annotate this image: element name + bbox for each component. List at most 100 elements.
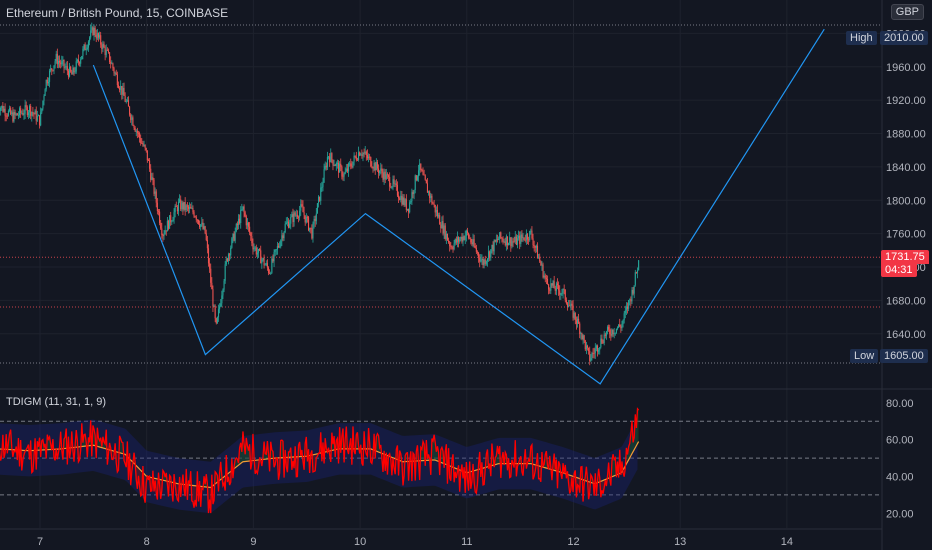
candle-body	[533, 245, 535, 246]
candle-body	[590, 358, 592, 361]
candle-body	[336, 162, 338, 164]
price-axis-tick-label: 1760.00	[886, 229, 926, 241]
candle-body	[166, 220, 168, 232]
candle-body	[615, 328, 617, 333]
candle-body	[502, 238, 504, 242]
candle-body	[170, 215, 172, 223]
candle-body	[295, 214, 297, 216]
candle-body	[310, 227, 312, 229]
candle-body	[24, 105, 26, 114]
candle-body	[267, 267, 270, 273]
candle-body	[279, 246, 281, 248]
candle-body	[481, 258, 483, 260]
time-axis-tick-label: 10	[354, 536, 366, 548]
candle-body	[532, 238, 534, 246]
candle-body	[594, 348, 596, 354]
candle-body	[287, 221, 290, 228]
candle-body	[462, 236, 464, 242]
candle-body	[246, 222, 248, 226]
candle-body	[322, 182, 324, 187]
candle-body	[330, 153, 332, 163]
candle-body	[450, 246, 452, 248]
candle-body	[453, 243, 455, 249]
candle-body	[221, 295, 223, 304]
candle-body	[620, 326, 622, 329]
low-label-badge: Low	[850, 349, 879, 363]
candle-body	[610, 334, 612, 336]
candle-body	[30, 105, 32, 116]
candle-body	[569, 305, 571, 307]
candle-body	[99, 35, 101, 38]
candle-body	[171, 221, 173, 223]
candle-body	[431, 195, 433, 204]
candle-body	[595, 345, 597, 349]
candle-body	[399, 198, 401, 200]
candle-body	[432, 203, 434, 205]
candle-body	[495, 239, 497, 242]
candle-body	[232, 233, 234, 239]
candle-body	[389, 177, 391, 187]
candle-body	[67, 70, 70, 77]
price-axis-tick-label: 1640.00	[886, 329, 926, 341]
candle-body	[101, 44, 103, 50]
candle-body	[499, 232, 501, 239]
candle-body	[219, 306, 221, 310]
candle-body	[335, 162, 337, 167]
candle-body	[385, 174, 387, 180]
candle-body	[77, 59, 80, 63]
candle-body	[319, 196, 321, 201]
candle-body	[546, 278, 549, 285]
candle-body	[536, 245, 539, 259]
candle-body	[163, 234, 165, 237]
candle-body	[563, 289, 565, 291]
candle-body	[452, 248, 454, 250]
candle-body	[419, 163, 421, 171]
candle-body	[303, 212, 305, 216]
price-axis-tick-label: 1960.00	[886, 62, 926, 74]
candle-body	[155, 191, 157, 203]
candle-body	[143, 144, 145, 146]
candle-body	[197, 219, 200, 224]
candle-body	[226, 258, 228, 261]
candle-body	[229, 254, 231, 256]
indicator-title: TDIGM (11, 31, 1, 9)	[6, 396, 107, 408]
candle-body	[135, 130, 137, 132]
candle-body	[13, 111, 15, 122]
candle-body	[542, 264, 544, 278]
candle-body	[592, 353, 594, 354]
candle-body	[379, 170, 381, 174]
candle-body	[176, 206, 178, 212]
candle-body	[262, 258, 264, 260]
candle-body	[154, 191, 156, 194]
currency-badge[interactable]: GBP	[890, 4, 924, 20]
candle-body	[277, 246, 280, 247]
candle-body	[362, 153, 364, 156]
candle-body	[209, 263, 211, 269]
candle-body	[302, 206, 304, 213]
candle-body	[554, 288, 556, 291]
candle-body	[565, 299, 567, 304]
candle-body	[63, 59, 65, 68]
candle-body	[53, 65, 55, 71]
candle-body	[202, 222, 204, 229]
candle-body	[309, 227, 311, 231]
indicator-fill-segment	[475, 470, 477, 494]
candle-body	[354, 155, 356, 157]
candle-body	[127, 100, 130, 107]
candle-body	[496, 239, 499, 241]
candle-body	[109, 52, 111, 62]
candle-body	[286, 221, 288, 223]
candle-body	[160, 222, 162, 229]
candle-body	[169, 215, 171, 229]
candle-body	[624, 310, 626, 314]
candle-body	[25, 105, 27, 108]
candle-body	[528, 239, 530, 241]
candle-body	[175, 205, 177, 207]
candle-body	[274, 249, 276, 253]
candle-body	[405, 199, 407, 210]
candle-body	[383, 171, 385, 180]
candle-body	[367, 156, 370, 159]
candle-body	[282, 235, 284, 239]
candle-body	[270, 272, 272, 274]
